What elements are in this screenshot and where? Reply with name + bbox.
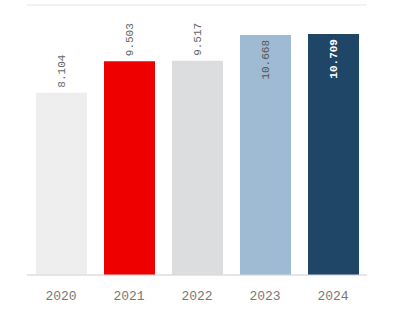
svg-text:2022: 2022 <box>181 289 212 304</box>
svg-text:9.503: 9.503 <box>125 23 137 56</box>
svg-text:2021: 2021 <box>113 289 144 304</box>
svg-text:8.104: 8.104 <box>57 54 69 87</box>
svg-text:2023: 2023 <box>249 289 280 304</box>
svg-text:9.517: 9.517 <box>193 23 205 56</box>
svg-text:10.668: 10.668 <box>261 40 273 80</box>
svg-text:2024: 2024 <box>317 289 348 304</box>
svg-text:2020: 2020 <box>45 289 76 304</box>
svg-text:10.709: 10.709 <box>329 39 341 79</box>
